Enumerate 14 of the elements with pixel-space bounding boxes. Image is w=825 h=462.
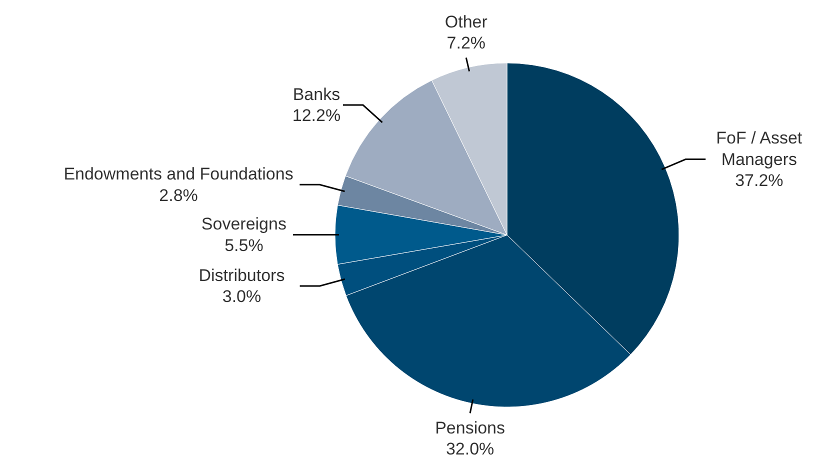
- slice-label: Banks: [292, 84, 340, 104]
- slice-label: Endowments and Foundations: [64, 164, 294, 184]
- slice-label: Distributors: [198, 266, 285, 285]
- data-label: 37.2%: [735, 171, 784, 190]
- data-label: 7.2%: [446, 34, 486, 53]
- data-label: 3.0%: [222, 287, 262, 306]
- slice-label: Other: [444, 12, 488, 32]
- data-label: 12.2%: [292, 106, 341, 126]
- slice-label: Pensions: [435, 418, 506, 438]
- data-label: 5.5%: [224, 236, 264, 255]
- data-label: 32.0%: [446, 440, 494, 459]
- slice-label: Sovereigns: [201, 214, 286, 234]
- slice-label: FoF / Asset Managers: [716, 128, 802, 169]
- data-label: 2.8%: [159, 186, 198, 205]
